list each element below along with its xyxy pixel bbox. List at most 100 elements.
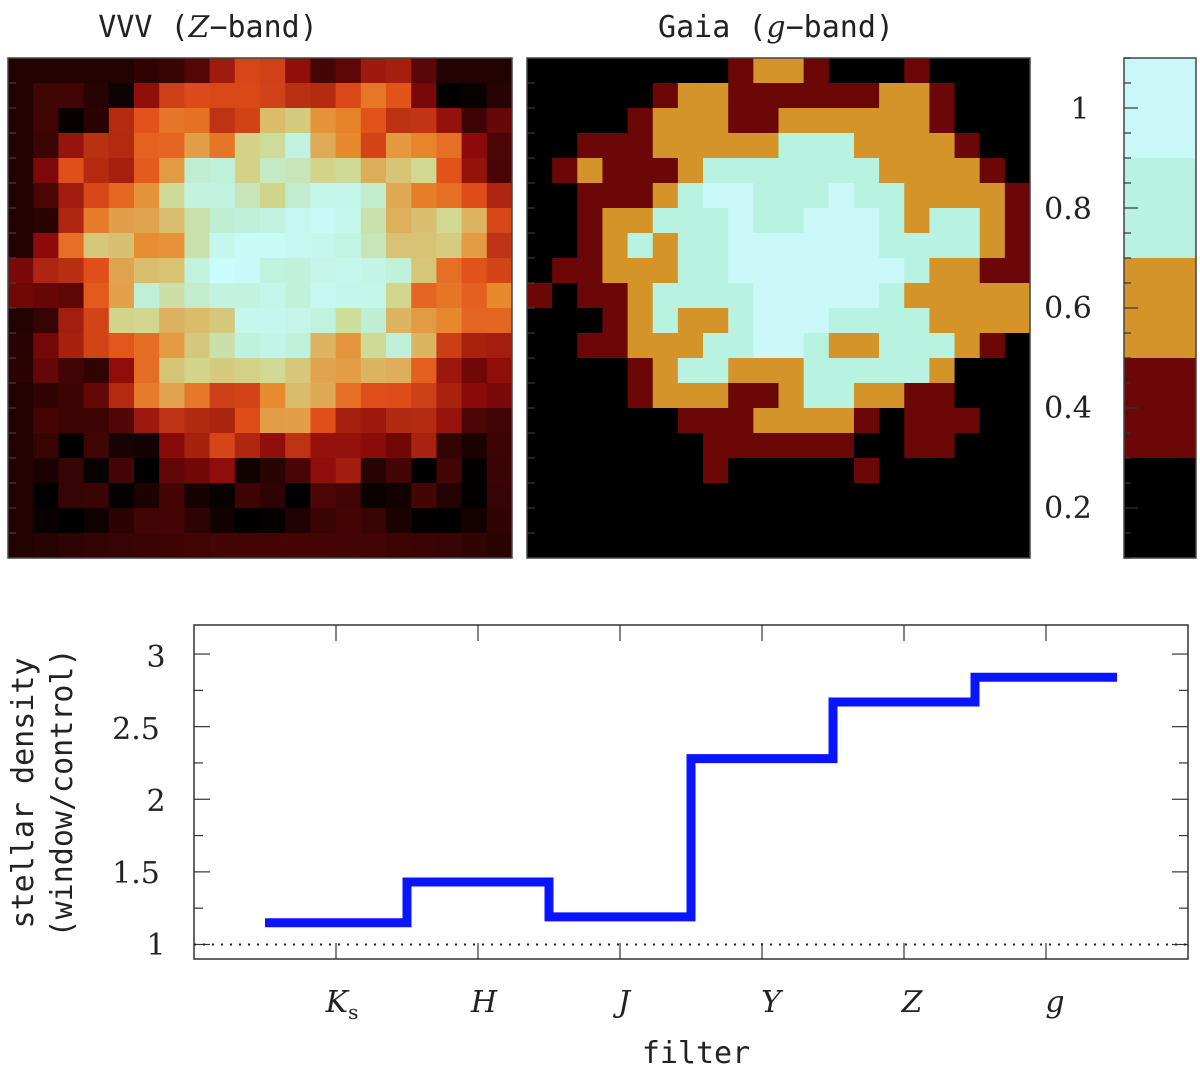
heatmap-cell (33, 233, 59, 259)
heatmap-cell (677, 233, 704, 259)
heatmap-cell (209, 158, 236, 184)
heatmap-cell (803, 208, 830, 234)
heatmap-cell (703, 408, 729, 434)
heatmap-cell (184, 308, 210, 334)
heatmap-cell (778, 108, 805, 134)
heatmap-cell (285, 333, 311, 359)
y-tick-label: 1.5 (112, 856, 160, 891)
heatmap-cell (904, 383, 930, 409)
heatmap-cell (803, 108, 830, 134)
heatmap-cell (577, 358, 603, 384)
heatmap-cell (677, 408, 704, 434)
heatmap-cell (552, 133, 578, 159)
heatmap-cell (904, 108, 930, 134)
heatmap-cell (209, 483, 236, 509)
heatmap-cell (979, 308, 1006, 334)
heatmap-cell (552, 233, 578, 259)
heatmap-cell (728, 108, 754, 134)
heatmap-cell (234, 308, 261, 334)
heatmap-cell (8, 133, 34, 159)
heatmap-cell (728, 508, 754, 534)
heatmap-cell (979, 233, 1006, 259)
heatmap-cell (627, 408, 654, 434)
heatmap-cell (8, 483, 34, 509)
heatmap-cell (8, 383, 34, 409)
heatmap-cell (335, 58, 362, 84)
heatmap-cell (335, 233, 362, 259)
heatmap-cell (803, 83, 830, 109)
heatmap-cell (879, 208, 905, 234)
heatmap-cell (577, 233, 603, 259)
heatmap-cell (285, 208, 311, 234)
heatmap-cell (552, 158, 578, 184)
heatmap-cell (552, 183, 578, 209)
heatmap-cell (828, 108, 855, 134)
heatmap-cell (527, 133, 553, 159)
heatmap-cell (778, 58, 805, 84)
heatmap-cell (285, 83, 311, 109)
heatmap-cell (979, 483, 1006, 509)
heatmap-cell (260, 408, 286, 434)
heatmap-cell (778, 83, 805, 109)
heatmap-cell (234, 133, 261, 159)
heatmap-cell (853, 133, 880, 159)
heatmap-cell (310, 333, 336, 359)
heatmap-cell (627, 258, 654, 284)
heatmap-cell (929, 483, 955, 509)
heatmap-cell (703, 258, 729, 284)
heatmap-cell (929, 108, 955, 134)
heatmap-cell (979, 283, 1006, 309)
heatmap-cell (461, 533, 488, 559)
heatmap-cell (8, 533, 34, 559)
heatmap-cell (552, 308, 578, 334)
heatmap-cell (486, 433, 513, 459)
heatmap-cell (386, 133, 412, 159)
heatmap-cell (8, 433, 34, 459)
heatmap-cell (386, 83, 412, 109)
heatmap-cell (461, 333, 488, 359)
heatmap-cell (436, 258, 462, 284)
heatmap-cell (803, 158, 830, 184)
heatmap-cell (33, 308, 59, 334)
heatmap-cell (260, 508, 286, 534)
heatmap-cell (234, 508, 261, 534)
heatmap-cell (803, 383, 830, 409)
heatmap-cell (552, 483, 578, 509)
heatmap-cell (285, 383, 311, 409)
heatmap-cell (803, 183, 830, 209)
heatmap-cell (577, 408, 603, 434)
heatmap-cell (310, 258, 336, 284)
heatmap-cell (853, 358, 880, 384)
heatmap-cell (728, 58, 754, 84)
heatmap-cell (260, 158, 286, 184)
heatmap-cell (652, 483, 679, 509)
heatmap-cell (159, 233, 185, 259)
heatmap-cell (108, 483, 135, 509)
heatmap-cell (386, 533, 412, 559)
heatmap-cell (335, 483, 362, 509)
heatmap-cell (8, 108, 34, 134)
heatmap-cell (234, 208, 261, 234)
heatmap-cell (627, 483, 654, 509)
heatmap-cell (1004, 533, 1031, 559)
heatmap-cell (879, 458, 905, 484)
heatmap-cell (979, 508, 1006, 534)
heatmap-cell (335, 408, 362, 434)
heatmap-cell (285, 133, 311, 159)
heatmap-cell (260, 483, 286, 509)
heatmap-cell (954, 58, 981, 84)
heatmap-cell (33, 83, 59, 109)
heatmap-cell (209, 133, 236, 159)
heatmap-cell (486, 233, 513, 259)
heatmap-cell (728, 308, 754, 334)
heatmap-cell (108, 408, 135, 434)
heatmap-cell (33, 458, 59, 484)
heatmap-cell (134, 433, 160, 459)
heatmap-cell (108, 283, 135, 309)
heatmap-cell (285, 508, 311, 534)
heatmap-cell (83, 333, 110, 359)
heatmap-cell (184, 333, 210, 359)
heatmap-cell (461, 233, 488, 259)
heatmap-cell (83, 483, 110, 509)
heatmap-cell (527, 508, 553, 534)
